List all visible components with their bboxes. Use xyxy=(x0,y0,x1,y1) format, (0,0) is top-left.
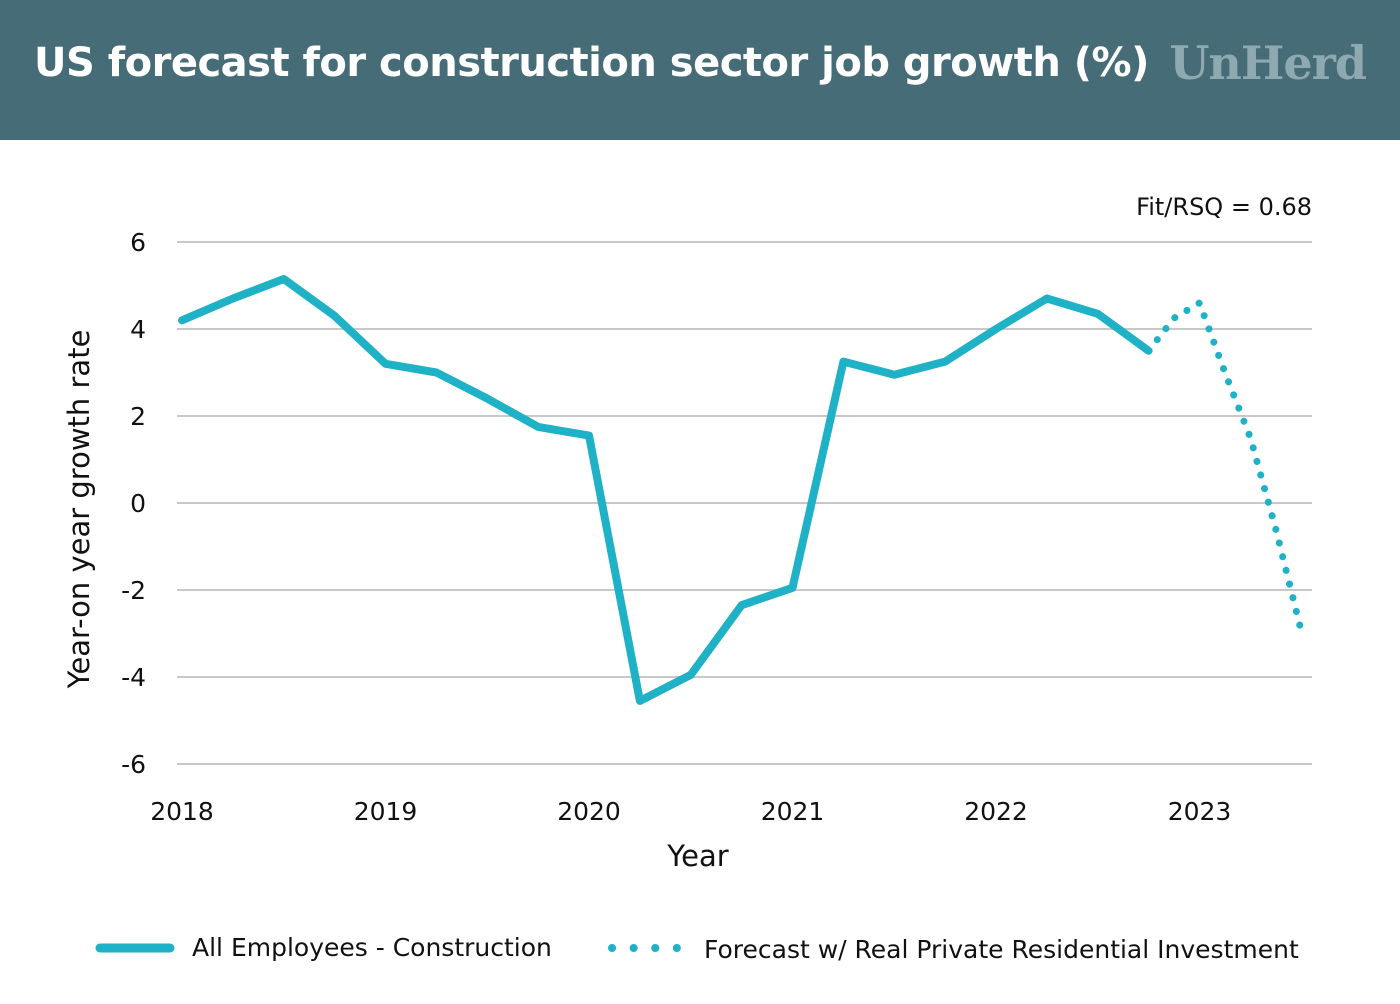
chart-title: US forecast for construction sector job … xyxy=(34,40,1149,86)
y-tick-label: -6 xyxy=(121,750,146,779)
chart-area: 6 4 2 0 -2 -4 -6 2018 2019 2020 2021 2022 2023 Fit/… xyxy=(0,140,1400,1000)
forecast-series-line xyxy=(1145,299,1305,635)
x-tick-label: 2018 xyxy=(150,797,214,826)
y-tick-label: -2 xyxy=(121,576,146,605)
series-lines xyxy=(178,275,1305,705)
y-tick-label: 4 xyxy=(130,315,146,344)
y-tick-label: 2 xyxy=(130,402,146,431)
x-tick-label: 2019 xyxy=(354,797,418,826)
x-tick-label: 2023 xyxy=(1168,797,1232,826)
y-tick-label: 6 xyxy=(130,228,146,257)
x-tick-label: 2021 xyxy=(761,797,825,826)
x-axis-label: Year xyxy=(666,839,728,873)
legend: All Employees - Construction Forecast w/… xyxy=(95,933,1299,964)
y-tick-label: 0 xyxy=(130,489,146,518)
line-chart: 6 4 2 0 -2 -4 -6 2018 2019 2020 2021 2022 2023 Fit/… xyxy=(62,193,1312,964)
grid-lines xyxy=(177,241,1312,765)
fit-annotation: Fit/RSQ = 0.68 xyxy=(1136,193,1312,221)
y-tick-labels: 6 4 2 0 -2 -4 -6 xyxy=(121,228,146,779)
y-axis-label: Year-on year growth rate xyxy=(62,330,96,690)
actual-series-line xyxy=(178,275,1153,705)
x-tick-label: 2022 xyxy=(964,797,1028,826)
legend-label-actual: All Employees - Construction xyxy=(192,933,552,962)
x-tick-label: 2020 xyxy=(557,797,621,826)
chart-header: US forecast for construction sector job … xyxy=(0,0,1400,140)
brand-logo: UnHerd xyxy=(1169,36,1367,90)
x-tick-labels: 2018 2019 2020 2021 2022 2023 xyxy=(150,797,1231,826)
legend-label-forecast: Forecast w/ Real Private Residential Inv… xyxy=(704,935,1299,964)
y-tick-label: -4 xyxy=(121,663,146,692)
